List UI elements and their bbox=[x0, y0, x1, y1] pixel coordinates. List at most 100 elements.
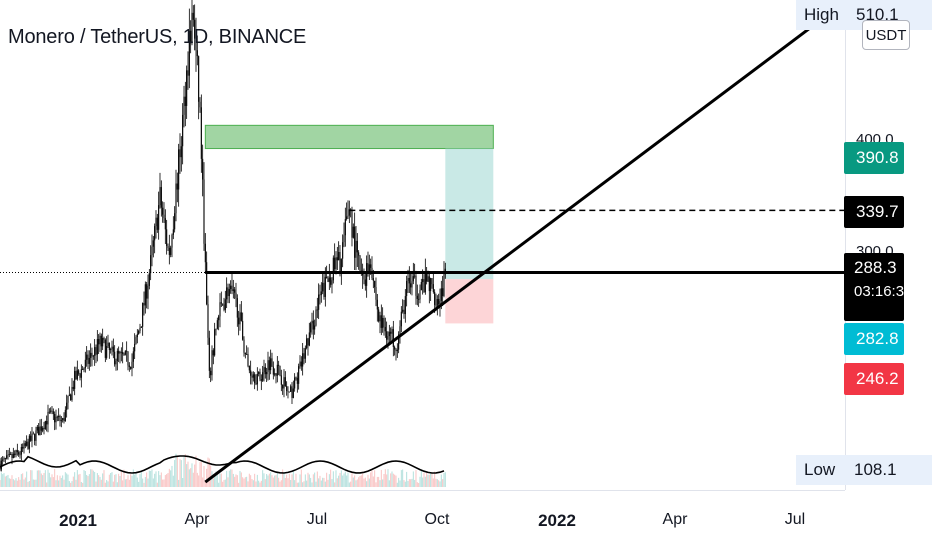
candle-body bbox=[0, 460, 2, 470]
candle-body bbox=[52, 411, 54, 415]
drawing-lines bbox=[0, 27, 845, 484]
candle-body bbox=[48, 411, 50, 413]
candle-body bbox=[152, 240, 154, 247]
candle-body bbox=[60, 420, 62, 422]
chart-area[interactable]: Monero / TetherUS, 1D, BINANCE bbox=[0, 0, 845, 490]
time-label-2022: 2022 bbox=[538, 511, 576, 530]
volume-ma-line bbox=[0, 455, 445, 474]
volume-bar bbox=[408, 479, 410, 487]
candle-body bbox=[443, 274, 445, 296]
time-axis[interactable]: 2021 Apr Jul Oct 2022 Apr Jul bbox=[0, 490, 845, 551]
volume-bar bbox=[6, 475, 8, 487]
volume-bar bbox=[95, 481, 97, 487]
volume-bar bbox=[0, 472, 2, 487]
candle-body bbox=[203, 179, 205, 244]
candle-body bbox=[267, 360, 269, 372]
candle-body bbox=[312, 320, 314, 330]
candle-body bbox=[32, 433, 34, 435]
price-axis[interactable] bbox=[845, 0, 932, 490]
volume-bar bbox=[119, 475, 121, 487]
volume-bar bbox=[163, 479, 165, 487]
candle-body bbox=[236, 298, 238, 318]
volume-bar bbox=[20, 474, 22, 487]
volume-bar bbox=[340, 470, 342, 487]
volume-bar bbox=[266, 474, 268, 487]
candle-body bbox=[278, 364, 280, 366]
volume-bar bbox=[171, 465, 173, 487]
candle-body bbox=[292, 388, 294, 398]
candle-body bbox=[72, 386, 74, 389]
candle-body bbox=[114, 351, 116, 365]
candle-body bbox=[367, 263, 369, 273]
candle-body bbox=[222, 303, 224, 305]
volume-bar bbox=[372, 476, 374, 487]
volume-bar bbox=[230, 469, 232, 487]
volume-bar bbox=[124, 479, 126, 487]
candle-body bbox=[286, 386, 288, 391]
candle-body bbox=[88, 357, 90, 364]
volume-bar bbox=[98, 475, 100, 487]
candle-body bbox=[187, 70, 189, 76]
low-box: Low 108.1 bbox=[796, 455, 932, 485]
volume-bar bbox=[346, 475, 348, 487]
candle-body bbox=[102, 337, 104, 347]
volume-bars bbox=[0, 453, 446, 487]
volume-bar bbox=[42, 475, 44, 487]
candle-body bbox=[239, 312, 241, 325]
candle-body bbox=[307, 338, 309, 346]
candle-body bbox=[131, 361, 133, 369]
volume-bar bbox=[400, 470, 402, 487]
volume-bar bbox=[324, 481, 326, 487]
volume-bar bbox=[308, 474, 310, 487]
volume-bar bbox=[28, 480, 30, 487]
candle-body bbox=[212, 350, 214, 356]
candle-body bbox=[375, 287, 377, 300]
price-chart[interactable] bbox=[0, 0, 845, 490]
volume-bar bbox=[419, 476, 421, 487]
volume-bar bbox=[132, 469, 134, 487]
volume-bar bbox=[366, 481, 368, 487]
candle-body bbox=[319, 294, 321, 296]
candle-body bbox=[382, 317, 384, 328]
volume-bar bbox=[330, 469, 332, 487]
candle-body bbox=[87, 354, 89, 364]
candle-body bbox=[294, 377, 296, 389]
candle-body bbox=[395, 349, 397, 352]
candle-body bbox=[354, 226, 356, 258]
candle-body bbox=[346, 216, 348, 220]
resistance-zone bbox=[204, 124, 494, 150]
candle-body bbox=[166, 229, 168, 246]
currency-unit-button[interactable]: USDT bbox=[862, 20, 910, 50]
volume-bar bbox=[160, 472, 162, 487]
volume-bar bbox=[435, 478, 437, 487]
candle-body bbox=[76, 370, 78, 380]
candle-body bbox=[226, 287, 228, 300]
candle-body bbox=[15, 450, 17, 455]
volume-bar bbox=[422, 477, 424, 487]
volume-bar bbox=[39, 470, 41, 487]
candle-body bbox=[275, 373, 277, 376]
volume-bar bbox=[348, 482, 350, 487]
candle-body bbox=[244, 352, 246, 355]
volume-bar bbox=[191, 463, 193, 487]
candle-body bbox=[66, 402, 68, 410]
volume-bar bbox=[91, 469, 93, 487]
low-value: 108.1 bbox=[854, 460, 897, 479]
candle-body bbox=[336, 257, 338, 261]
candle-body bbox=[186, 70, 188, 106]
volume-bar bbox=[374, 470, 376, 487]
volume-bar bbox=[76, 470, 78, 487]
volume-bar bbox=[80, 481, 82, 487]
candle-body bbox=[412, 276, 414, 282]
candle-body bbox=[380, 315, 382, 328]
candle-body bbox=[98, 339, 100, 345]
candle-body bbox=[272, 366, 274, 375]
candle-body bbox=[399, 326, 401, 335]
candle-body bbox=[211, 350, 213, 376]
volume-bar bbox=[27, 481, 29, 487]
volume-bar bbox=[239, 470, 241, 487]
candle-body bbox=[364, 279, 366, 286]
candle-body bbox=[104, 339, 106, 358]
volume-bar bbox=[375, 482, 377, 487]
candle-body bbox=[28, 435, 30, 449]
